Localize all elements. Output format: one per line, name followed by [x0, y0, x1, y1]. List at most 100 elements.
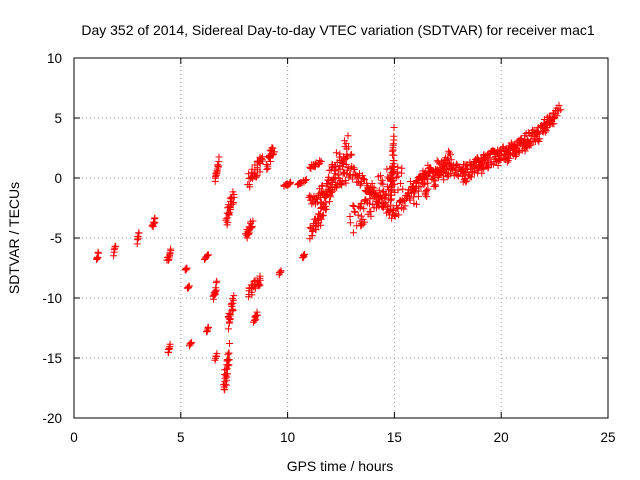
data-point	[269, 144, 277, 152]
data-point	[503, 147, 511, 154]
data-point	[423, 175, 431, 183]
data-point	[221, 380, 229, 388]
data-point	[338, 181, 346, 189]
data-point	[351, 208, 359, 216]
data-point	[391, 213, 399, 220]
chart-title: Day 352 of 2014, Sidereal Day-to-day VTE…	[81, 22, 594, 38]
data-point	[346, 219, 354, 227]
data-point	[356, 204, 364, 212]
data-point	[392, 210, 400, 218]
data-point	[317, 215, 325, 223]
data-point	[167, 245, 175, 253]
data-point	[361, 218, 369, 226]
data-point	[228, 307, 236, 315]
data-point	[421, 189, 429, 197]
data-point	[394, 172, 402, 180]
data-point	[213, 350, 221, 358]
data-point	[454, 171, 462, 179]
data-point	[226, 205, 234, 213]
data-point	[414, 177, 422, 184]
data-point	[527, 132, 535, 140]
data-point	[371, 193, 378, 201]
data-point	[401, 202, 409, 210]
data-point	[357, 199, 365, 207]
data-point	[224, 370, 231, 378]
data-point	[338, 178, 346, 186]
data-point	[348, 150, 356, 158]
data-point	[112, 242, 120, 250]
data-point	[351, 165, 358, 173]
data-point	[480, 155, 488, 163]
data-point	[255, 280, 263, 288]
data-point	[531, 138, 539, 146]
data-point	[521, 143, 529, 151]
data-point	[253, 173, 260, 181]
data-point	[468, 169, 476, 176]
data-point	[404, 190, 412, 198]
data-point	[367, 208, 375, 216]
data-point	[334, 171, 342, 179]
data-point	[308, 232, 316, 239]
data-point	[243, 234, 251, 242]
data-point	[318, 182, 326, 190]
data-point	[394, 186, 402, 194]
data-point	[349, 202, 357, 209]
data-point	[406, 196, 414, 204]
data-point	[367, 188, 375, 196]
data-point	[356, 181, 364, 189]
data-point	[277, 267, 285, 275]
data-point	[514, 147, 522, 155]
data-point	[151, 214, 159, 222]
data-point	[317, 158, 325, 165]
data-point	[229, 296, 237, 304]
data-point	[319, 211, 327, 219]
x-tick-label: 25	[600, 430, 615, 445]
x-tick-label: 0	[70, 430, 78, 445]
data-point	[342, 140, 350, 148]
data-point	[342, 179, 350, 187]
data-point	[499, 143, 507, 151]
data-point	[342, 161, 350, 168]
data-point	[222, 381, 230, 389]
data-point	[224, 210, 232, 217]
data-point	[264, 164, 272, 172]
data-point	[376, 191, 384, 199]
data-point	[377, 172, 384, 180]
data-point	[229, 306, 237, 314]
data-point	[461, 175, 469, 183]
x-tick-label: 20	[494, 430, 509, 445]
data-point	[135, 229, 143, 237]
data-point	[360, 205, 368, 213]
data-point	[494, 150, 502, 157]
data-point	[423, 186, 430, 194]
data-point	[326, 198, 333, 206]
data-point	[433, 157, 441, 165]
data-point	[431, 181, 439, 189]
data-point	[430, 174, 438, 182]
data-point	[374, 198, 382, 206]
data-point	[455, 172, 462, 180]
data-point	[354, 211, 362, 219]
data-point	[256, 168, 264, 176]
data-point	[94, 249, 102, 257]
data-point	[263, 165, 271, 173]
data-point	[277, 268, 284, 276]
data-point	[258, 157, 266, 165]
data-point	[390, 136, 398, 144]
data-point	[444, 154, 452, 162]
data-point	[466, 158, 474, 166]
data-point	[549, 115, 556, 123]
data-point	[336, 150, 344, 158]
data-point	[555, 101, 563, 109]
data-point	[225, 356, 233, 364]
data-point	[187, 338, 195, 346]
data-point	[400, 205, 408, 213]
data-point	[418, 174, 426, 182]
data-point	[375, 186, 383, 194]
data-point	[483, 162, 491, 170]
y-tick-label: 5	[54, 111, 62, 126]
data-point	[333, 184, 341, 192]
data-point	[384, 203, 392, 210]
data-point	[249, 217, 257, 225]
